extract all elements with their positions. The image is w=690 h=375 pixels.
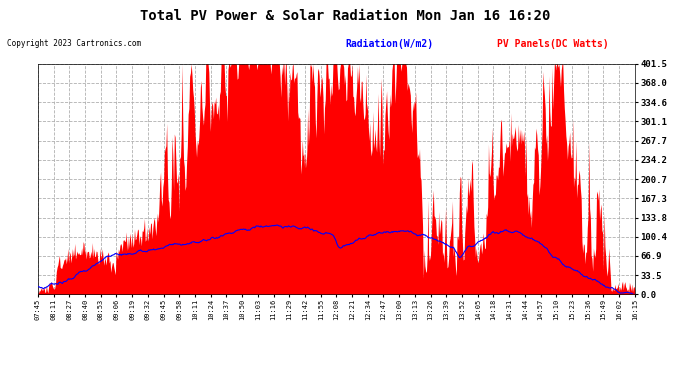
Text: Total PV Power & Solar Radiation Mon Jan 16 16:20: Total PV Power & Solar Radiation Mon Jan… (140, 9, 550, 23)
Text: PV Panels(DC Watts): PV Panels(DC Watts) (497, 39, 609, 50)
Text: Radiation(W/m2): Radiation(W/m2) (345, 39, 433, 50)
Text: Copyright 2023 Cartronics.com: Copyright 2023 Cartronics.com (7, 39, 141, 48)
